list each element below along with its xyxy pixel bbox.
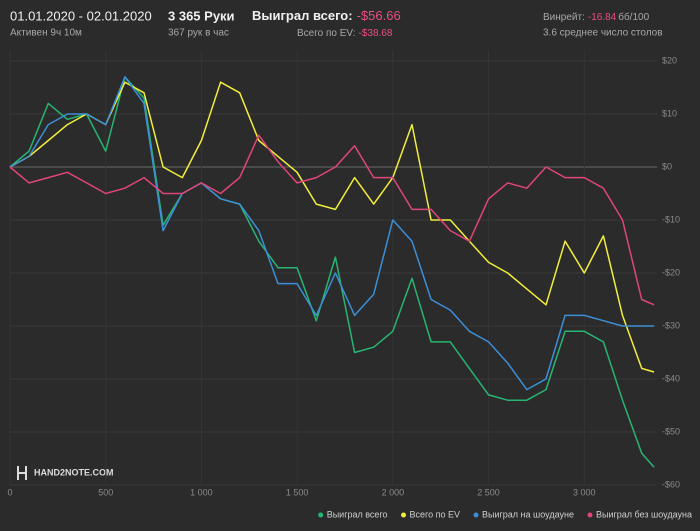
y-tick-label: -$10 bbox=[662, 214, 680, 224]
y-tick-label: $20 bbox=[662, 55, 677, 65]
legend-marker bbox=[587, 512, 593, 518]
y-tick-label: -$60 bbox=[662, 479, 680, 489]
legend-marker bbox=[401, 512, 407, 518]
legend-label: Выиграл без шоудауна bbox=[596, 509, 692, 519]
hands: 3 365 Руки bbox=[168, 8, 235, 23]
y-tick-label: -$50 bbox=[662, 426, 680, 436]
date-range: 01.01.2020 - 02.01.2020 bbox=[10, 8, 152, 23]
x-tick-label: 1 500 bbox=[286, 487, 309, 497]
series-line bbox=[9, 81, 655, 373]
legend-label: Выиграл всего bbox=[327, 509, 388, 519]
logo: HAND2NOTE.COM bbox=[34, 467, 114, 477]
ev-label: Всего по EV: bbox=[297, 28, 356, 39]
ev-value: -$38.68 bbox=[359, 28, 393, 39]
series-line bbox=[9, 134, 655, 306]
x-tick-label: 2 500 bbox=[477, 487, 500, 497]
won-total: Выиграл всего: -$56.66 bbox=[252, 8, 401, 23]
logo-icon bbox=[17, 466, 27, 480]
y-tick-label: -$30 bbox=[662, 320, 680, 330]
winrate-value: -16.84 bbox=[588, 12, 617, 23]
winrate-label: Винрейт: bbox=[543, 12, 585, 23]
active-time: Активен 9ч 10м bbox=[10, 28, 82, 39]
ev-total: Всего по EV: -$38.68 bbox=[297, 28, 393, 39]
legend-marker bbox=[318, 512, 324, 518]
won-total-label: Выиграл всего: bbox=[252, 8, 353, 23]
x-tick-label: 3 000 bbox=[573, 487, 596, 497]
hands-per-hour: 367 рук в час bbox=[168, 28, 229, 39]
x-tick-label: 2 000 bbox=[382, 487, 405, 497]
y-tick-label: -$20 bbox=[662, 267, 680, 277]
winrate-unit: бб/100 bbox=[618, 11, 649, 23]
series-line bbox=[9, 76, 655, 391]
x-tick-label: 1 000 bbox=[190, 487, 213, 497]
y-tick-label: $10 bbox=[662, 108, 677, 118]
y-tick-label: -$40 bbox=[662, 373, 680, 383]
tables: 3.6 среднее число столов bbox=[543, 28, 663, 39]
x-tick-label: 500 bbox=[98, 487, 113, 497]
y-tick-label: $0 bbox=[662, 161, 672, 171]
winrate: Винрейт: -16.84 бб/100 bbox=[543, 11, 650, 23]
legend-label: Всего по EV bbox=[410, 509, 460, 519]
legend-marker bbox=[473, 512, 479, 518]
legend-label: Выиграл на шоудауне bbox=[482, 509, 574, 519]
x-tick-label: 0 bbox=[7, 487, 12, 497]
series-line bbox=[9, 76, 655, 468]
won-total-value: -$56.66 bbox=[357, 8, 401, 23]
